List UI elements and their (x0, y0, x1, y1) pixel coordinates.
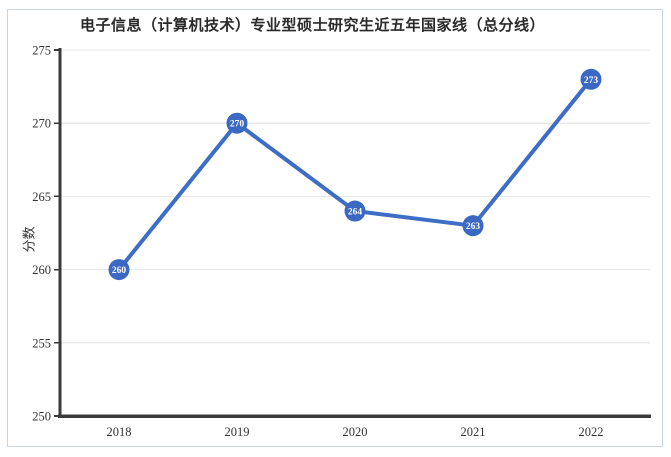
data-point-marker (108, 259, 130, 281)
y-tick-label: 270 (32, 117, 51, 131)
y-tick-label: 275 (32, 44, 51, 58)
x-tick-label: 2020 (343, 425, 368, 439)
data-point-marker (462, 215, 484, 237)
x-tick-label: 2019 (225, 425, 250, 439)
data-point-marker (344, 200, 366, 222)
x-tick-label: 2022 (579, 425, 604, 439)
data-point-label: 264 (348, 208, 363, 218)
chart-title: 电子信息（计算机技术）专业型硕士研究生近五年国家线（总分线） (80, 17, 546, 34)
y-tick-label: 260 (32, 263, 51, 277)
data-point-label: 273 (584, 76, 599, 86)
data-point-marker (580, 68, 602, 90)
x-tick-label: 2021 (461, 425, 486, 439)
data-point-label: 263 (466, 222, 481, 232)
data-point-label: 270 (230, 120, 245, 130)
y-tick-label: 250 (32, 410, 51, 424)
data-point-marker (226, 112, 248, 134)
chart-card (7, 9, 663, 447)
y-tick-label: 265 (32, 190, 51, 204)
x-tick-label: 2018 (107, 425, 132, 439)
data-point-label: 260 (112, 266, 127, 276)
data-line (117, 77, 593, 272)
y-tick-label: 255 (32, 336, 51, 350)
